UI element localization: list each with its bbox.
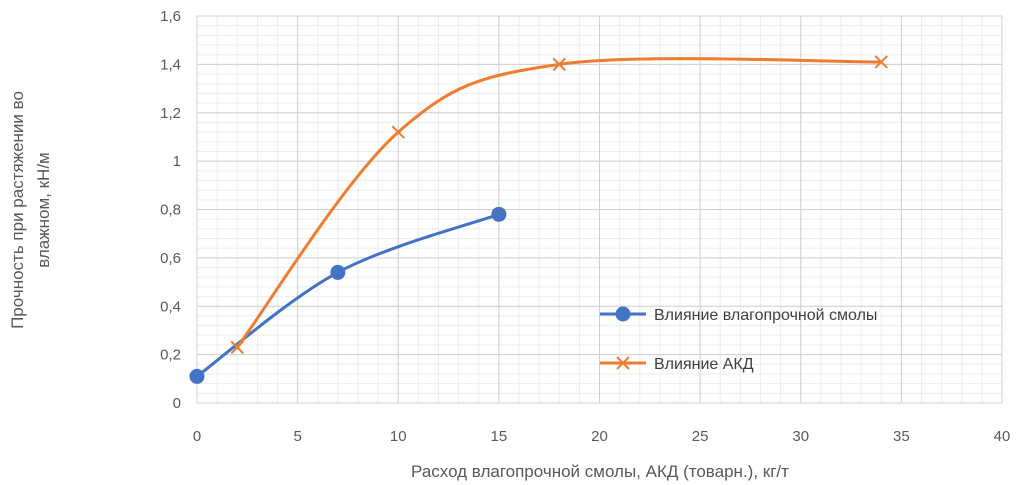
x-tick-label: 5 xyxy=(293,428,301,445)
y-axis-title: Прочность при растяжении во влажном, кН/… xyxy=(8,91,53,329)
data-point xyxy=(491,206,507,222)
series-layer xyxy=(189,55,888,384)
y-tick-labels: 0 0,2 0,4 0,6 0,8 1 1,2 1,4 1,6 xyxy=(160,8,181,412)
data-point xyxy=(874,55,888,69)
x-tick-label: 10 xyxy=(390,428,407,445)
series-2 xyxy=(230,55,888,355)
x-tick-labels: 0 5 10 15 20 25 30 35 40 xyxy=(193,428,1011,445)
data-point xyxy=(391,125,405,139)
y-tick-label: 1 xyxy=(173,153,181,170)
legend-item: Влияние влагопрочной смолы xyxy=(600,306,877,324)
y-tick-label: 0,8 xyxy=(160,202,181,219)
x-tick-label: 20 xyxy=(591,428,608,445)
legend: Влияние влагопрочной смолы Влияние АКД xyxy=(600,306,877,373)
y-tick-label: 0,4 xyxy=(160,298,181,315)
y-tick-label: 1,6 xyxy=(160,8,181,25)
x-tick-label: 35 xyxy=(893,428,910,445)
data-point xyxy=(230,340,244,355)
x-tick-label: 15 xyxy=(491,428,508,445)
x-axis-title: Расход влагопрочной смолы, АКД (товарн.)… xyxy=(411,462,789,481)
data-point xyxy=(189,368,205,384)
y-axis-title-line-2: влажном, кН/м xyxy=(34,152,53,268)
y-tick-label: 1,4 xyxy=(160,56,181,73)
series-line xyxy=(235,57,883,349)
y-tick-label: 0 xyxy=(173,395,181,412)
legend-item: Влияние АКД xyxy=(600,356,754,373)
legend-label: Влияние АКД xyxy=(654,356,754,373)
y-tick-label: 0,2 xyxy=(160,347,181,364)
legend-marker xyxy=(615,306,631,322)
y-axis-title-line-1: Прочность при растяжении во xyxy=(8,91,27,329)
x-tick-label: 0 xyxy=(193,428,201,445)
y-tick-label: 0,6 xyxy=(160,250,181,267)
legend-marker xyxy=(616,356,630,370)
x-tick-label: 30 xyxy=(792,428,809,445)
x-tick-label: 25 xyxy=(692,428,709,445)
data-point xyxy=(330,264,346,280)
major-grid xyxy=(196,15,1003,404)
legend-label: Влияние влагопрочной смолы xyxy=(654,307,877,324)
series-1 xyxy=(189,206,507,384)
data-point xyxy=(552,57,566,72)
x-tick-label: 40 xyxy=(994,428,1011,445)
y-tick-label: 1,2 xyxy=(160,105,181,122)
